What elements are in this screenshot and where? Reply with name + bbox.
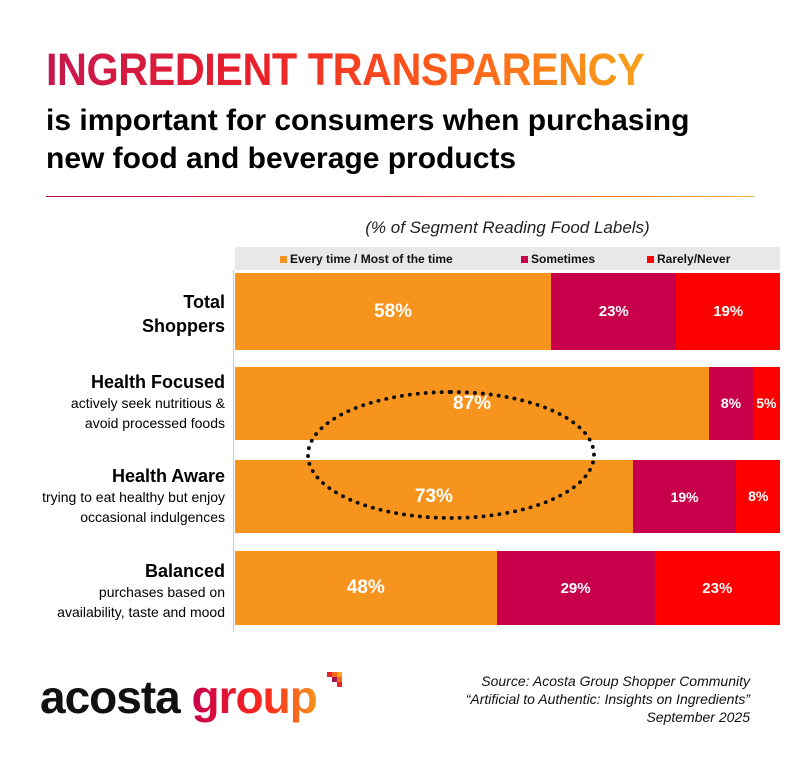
data-label: 19%: [670, 488, 699, 505]
chart-title: (% of Segment Reading Food Labels): [365, 218, 650, 237]
bar-segment: 29%: [496, 551, 655, 625]
subtitle-line-2: new food and beverage products: [46, 142, 517, 175]
legend-item-every-time: Every time / Most of the time: [280, 252, 453, 266]
category-description: availability, taste and mood: [57, 604, 225, 620]
category-description: actively seek nutritious &: [70, 395, 225, 411]
source-title: “Artificial to Authentic: Insights on In…: [465, 691, 750, 707]
legend-swatch: [280, 256, 287, 263]
legend-swatch: [647, 256, 654, 263]
source-note: Source: Acosta Group Shopper Community “…: [466, 672, 750, 726]
bar-segment: 23%: [654, 551, 780, 625]
bar-segment: 48%: [235, 551, 497, 625]
category-label: Health Aware trying to eat healthy but en…: [42, 466, 225, 527]
legend: Every time / Most of the time Sometimes …: [235, 247, 780, 270]
logo-text-acosta: acosta: [40, 671, 181, 723]
category-description: trying to eat healthy but enjoy: [42, 489, 225, 505]
data-label: 5%: [756, 395, 777, 411]
y-axis-line: [233, 270, 234, 632]
headline-title: INGREDIENT TRANSPARENCY: [46, 44, 645, 95]
data-label: 19%: [713, 303, 744, 320]
bar-segment: 19%: [676, 273, 780, 350]
data-label: 23%: [702, 579, 733, 597]
bar-segment: 58%: [235, 273, 552, 350]
category-label: Health Focused actively seek nutritious &…: [71, 372, 225, 433]
bar-segment: 8%: [709, 367, 753, 440]
legend-label: Rarely/Never: [657, 252, 731, 266]
legend-item-rarely-never: Rarely/Never: [647, 252, 730, 266]
bar-segment: 8%: [736, 460, 780, 533]
category-name: Health Focused: [90, 372, 225, 392]
divider: [46, 196, 754, 197]
bar-segment: 23%: [551, 273, 677, 350]
legend-swatch: [521, 256, 528, 263]
source-date: September 2025: [646, 709, 750, 725]
source-line: Source: Acosta Group Shopper Community: [481, 673, 750, 689]
data-label: 8%: [720, 395, 742, 411]
category-name: Health Aware: [111, 466, 225, 486]
data-label: 8%: [748, 488, 769, 504]
subtitle-line-1: is important for consumers when purchasi…: [46, 104, 690, 137]
bar-segment: 5%: [752, 367, 780, 440]
bar-row-balanced: 48% 29% 23%: [235, 551, 780, 625]
data-label: 23%: [598, 303, 629, 320]
acosta-group-logo: acosta group: [40, 670, 342, 724]
logo-pixel-mark-icon: [327, 672, 342, 687]
category-name: Balanced: [144, 561, 225, 581]
category-name: Total: [183, 292, 225, 312]
logo-text-group: group: [191, 671, 318, 723]
bar-row-total-shoppers: 58% 23% 19%: [235, 273, 780, 350]
legend-label: Sometimes: [531, 252, 596, 266]
data-label: 58%: [374, 300, 413, 322]
data-label: 29%: [560, 579, 591, 597]
legend-label: Every time / Most of the time: [290, 252, 453, 266]
category-description: avoid processed foods: [84, 415, 225, 431]
data-label: 48%: [346, 577, 385, 598]
bar-segment: 19%: [632, 460, 737, 533]
category-name: Shoppers: [141, 316, 225, 336]
category-description: purchases based on: [98, 584, 225, 600]
legend-item-sometimes: Sometimes: [521, 252, 595, 266]
category-label: Balanced purchases based on availability, …: [57, 561, 225, 622]
category-description: occasional indulgences: [80, 509, 225, 525]
category-label: Total Shoppers: [142, 292, 225, 337]
highlight-ellipse: [306, 390, 596, 520]
